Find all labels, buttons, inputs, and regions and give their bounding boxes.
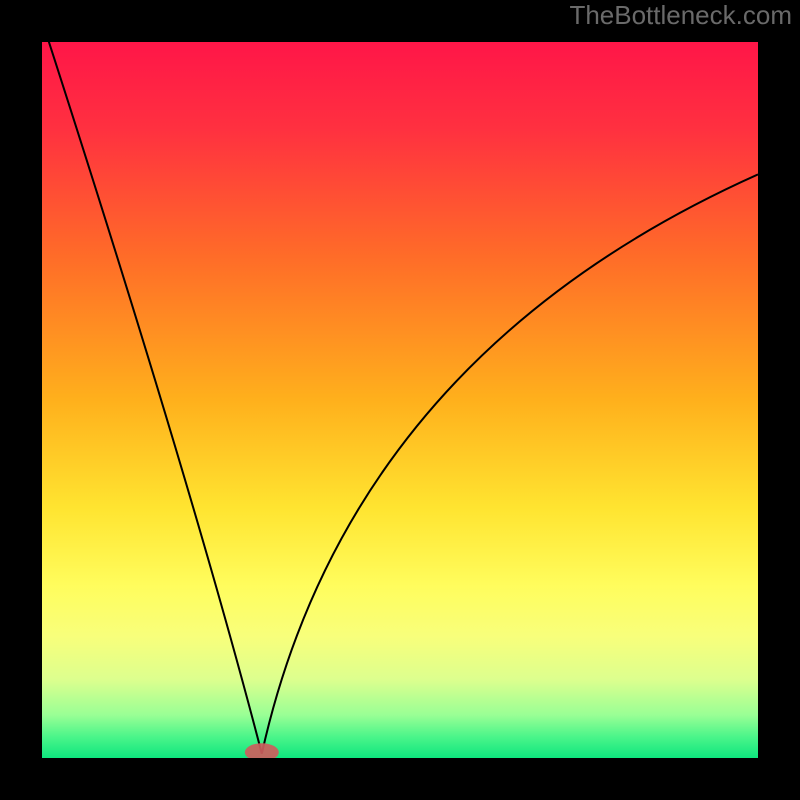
bottleneck-chart [0, 0, 800, 800]
watermark-text: TheBottleneck.com [569, 0, 792, 31]
gradient-background [42, 42, 758, 758]
chart-container: { "watermark": "TheBottleneck.com", "cha… [0, 0, 800, 800]
